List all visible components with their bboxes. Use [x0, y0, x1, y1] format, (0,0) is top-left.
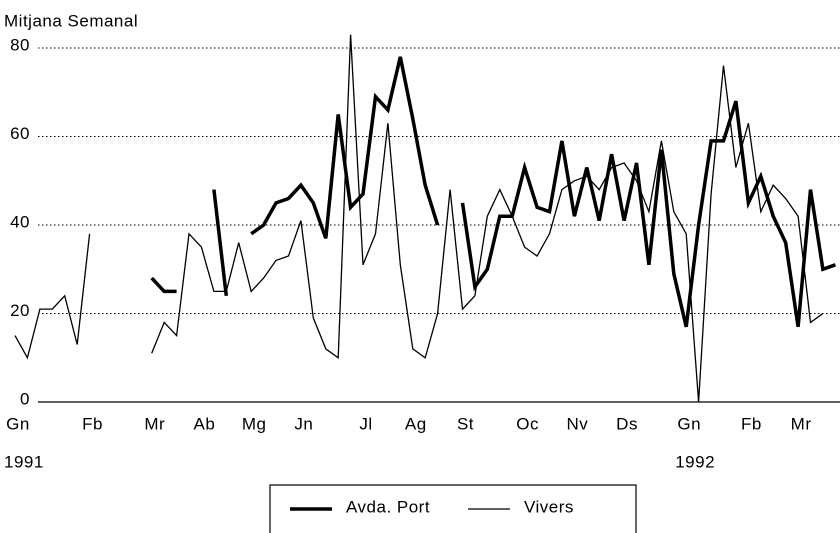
legend: Avda. Port Vivers: [269, 484, 637, 533]
x-tick-label: Ag: [405, 414, 427, 433]
x-tick-label: Ab: [194, 414, 216, 433]
y-tick-label: 20: [10, 301, 30, 320]
y-tick-label: 60: [10, 124, 30, 143]
x-tick-label: Fb: [741, 414, 762, 433]
x-tick-label: Mg: [242, 414, 267, 433]
x-tick-label: St: [457, 414, 474, 433]
year-label: 1991: [4, 452, 44, 471]
x-tick-label: Nv: [566, 414, 588, 433]
plot-area: [14, 34, 836, 403]
x-tick-label: Mr: [144, 414, 165, 433]
grid: [38, 47, 840, 403]
chart-title: Mitjana Semanal: [4, 11, 138, 30]
data-line: [150, 56, 836, 328]
y-tick-label: 0: [20, 389, 30, 408]
legend-label: Vivers: [524, 497, 574, 516]
year-label: 1992: [675, 452, 715, 471]
x-tick-label: Ds: [616, 414, 638, 433]
x-tick-label: Fb: [82, 414, 103, 433]
legend-label: Avda. Port: [346, 497, 430, 516]
x-tick-label: Mr: [791, 414, 812, 433]
x-tick-label: Oc: [516, 414, 539, 433]
y-tick-label: 80: [10, 35, 30, 54]
axes: 0 20 40 60 80 Gn 1991 Fb Mr Ab Mg Jn Jl Ag St Oc Nv Ds Gn 1…: [4, 35, 812, 471]
x-tick-label: Gn: [6, 414, 30, 433]
x-tick-label: Jl: [359, 414, 372, 433]
y-tick-label: 40: [10, 212, 30, 231]
x-tick-label: Gn: [677, 414, 701, 433]
data-line: [14, 34, 824, 403]
x-tick-label: Jn: [294, 414, 313, 433]
